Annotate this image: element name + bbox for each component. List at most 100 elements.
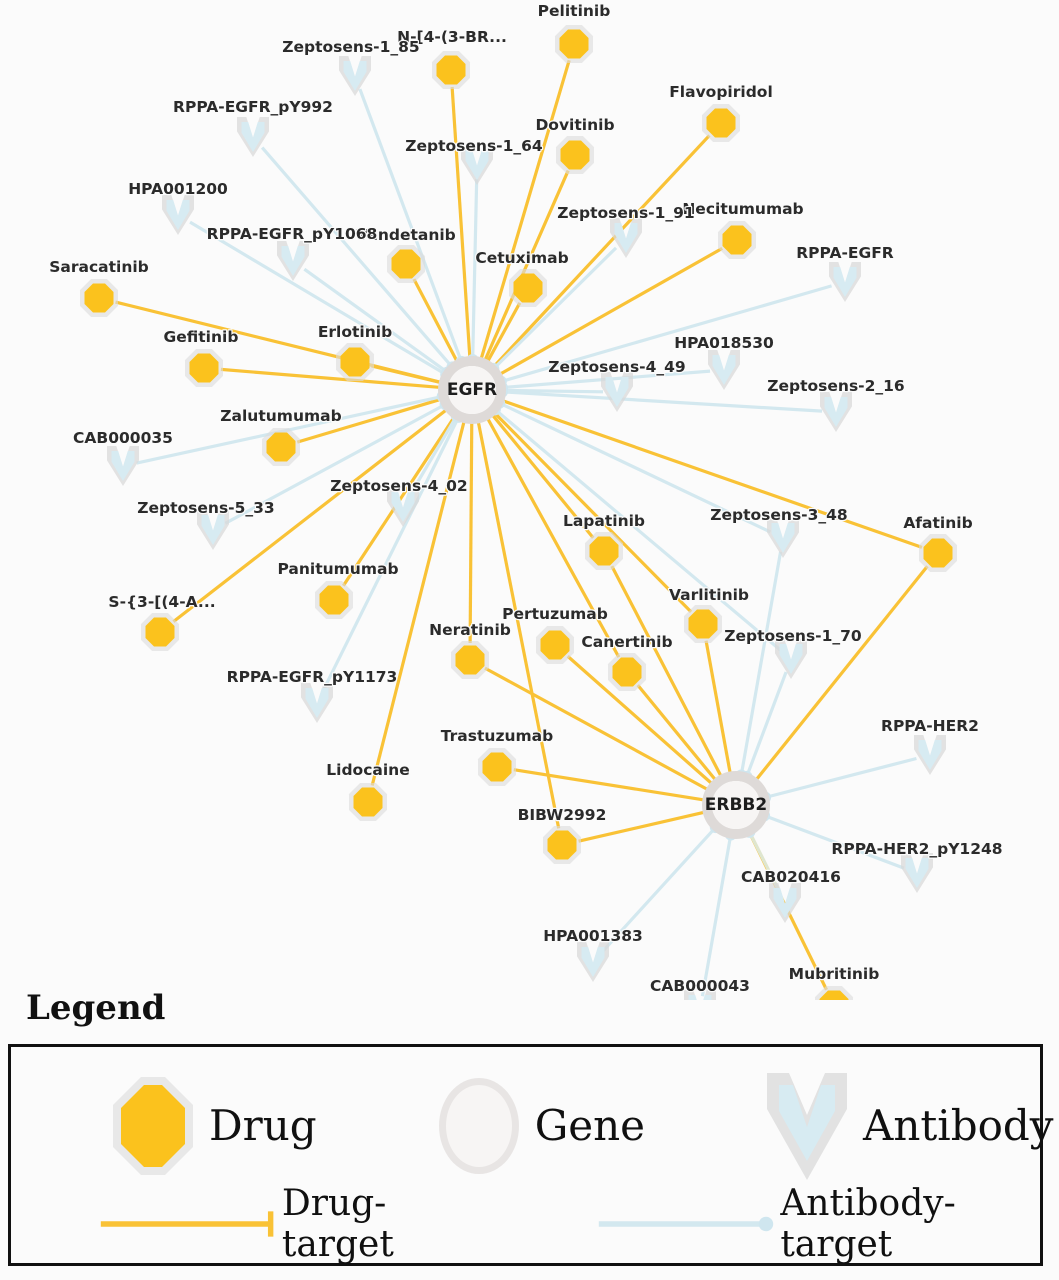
drug-node[interactable]: [80, 279, 118, 317]
drug-node-label: Saracatinib: [49, 258, 149, 276]
antibody-node[interactable]: [387, 487, 419, 527]
drug-node-label: Cetuximab: [475, 249, 568, 267]
edge-antibody-target: [189, 220, 448, 377]
gene-node-label: EGFR: [447, 380, 497, 400]
edge-drug-target: [476, 419, 561, 829]
legend-item-drug: Drug: [107, 1071, 317, 1181]
drug-node[interactable]: [262, 428, 300, 466]
drug-node[interactable]: [141, 613, 179, 651]
edge-drug-target: [172, 407, 450, 623]
legend-item-antibody: Antibody: [761, 1069, 1053, 1184]
edge-drug-target: [220, 367, 443, 390]
edge-antibody-target: [747, 831, 781, 892]
edge-drug-target: [513, 768, 707, 802]
antibody-node-label: Zeptosens-1_64: [405, 137, 543, 155]
antibody-node[interactable]: [162, 195, 194, 235]
drug-node[interactable]: [543, 826, 581, 864]
drug-node[interactable]: [585, 532, 623, 570]
drug-node[interactable]: [478, 748, 516, 786]
antibody-node[interactable]: [901, 853, 933, 893]
gene-node[interactable]: [702, 771, 770, 839]
drug-node-label: Vandetanib: [356, 226, 456, 244]
antibody-node-label: Zeptosens-2_16: [767, 377, 904, 395]
antibody-node[interactable]: [829, 262, 861, 302]
edge-drug-target: [489, 412, 595, 539]
drug-node[interactable]: [349, 783, 387, 821]
legend-label-antibody-target: Antibody-target: [780, 1183, 956, 1265]
gene-node[interactable]: [438, 356, 506, 424]
antibody-node-label: RPPA-HER2_pY1248: [831, 840, 1002, 858]
antibody-node-label: HPA018530: [674, 334, 774, 352]
edge-drug-target: [484, 666, 711, 793]
drug-node[interactable]: [556, 136, 594, 174]
antibody-node[interactable]: [914, 735, 946, 775]
drug-node-label: BIBW2992: [518, 806, 607, 824]
edge-antibody-target: [471, 178, 479, 361]
edge-drug-target: [491, 134, 711, 370]
edge-drug-target: [704, 640, 733, 776]
drug-node[interactable]: [185, 349, 223, 387]
drug-node-label: Canertinib: [581, 633, 672, 651]
drug-node[interactable]: [718, 221, 756, 259]
antibody-node[interactable]: [601, 372, 633, 412]
antibody-node-label: RPPA-EGFR: [796, 244, 894, 262]
antibody-node[interactable]: [708, 350, 740, 390]
edge-antibody-target: [498, 401, 772, 534]
antibody-node[interactable]: [820, 392, 852, 432]
drug-node[interactable]: [451, 641, 489, 679]
drug-node[interactable]: [555, 25, 593, 63]
gene-node-label: ERBB2: [705, 795, 767, 815]
drug-node-label: Trastuzumab: [441, 727, 553, 745]
antibody-node-label: Zeptosens-1_85: [282, 38, 419, 56]
edge-drug-target: [485, 302, 522, 365]
edge-drug-target: [482, 169, 570, 364]
drug-node-label: Erlotinib: [318, 323, 392, 341]
edge-drug-target: [566, 655, 715, 787]
antibody-node[interactable]: [277, 241, 309, 281]
drug-node[interactable]: [509, 269, 547, 307]
antibody-node[interactable]: [684, 990, 716, 1000]
drug-node[interactable]: [702, 104, 740, 142]
antibody-node-label: Zeptosens-5_33: [137, 499, 274, 517]
legend: Legend Drug Gene: [0, 988, 1059, 1280]
antibody-node[interactable]: [767, 518, 799, 558]
edge-drug-target: [412, 278, 460, 365]
drug-node[interactable]: [608, 653, 646, 691]
legend-shapes-row: Drug Gene Antibody: [11, 1067, 1053, 1185]
edge-antibody-target: [763, 814, 905, 870]
drug-node[interactable]: [336, 343, 374, 381]
network-graph: Pelitinib N-[4-(3-BR... Flavopiridol Doviti…: [48, 1, 1004, 1000]
edge-drug-target: [371, 364, 444, 385]
drug-node[interactable]: [387, 245, 425, 283]
drug-node[interactable]: [684, 605, 722, 643]
antibody-node[interactable]: [769, 883, 801, 923]
antibody-node[interactable]: [461, 145, 493, 185]
drug-node[interactable]: [536, 626, 574, 664]
antibody-node-label: RPPA-EGFR_pY992: [173, 98, 333, 116]
antibody-node[interactable]: [610, 218, 642, 258]
labels-layer: Pelitinib N-[4-(3-BR... Flavopiridol Doviti…: [48, 1, 1004, 996]
drug-node[interactable]: [815, 986, 853, 1000]
edge-antibody-target: [500, 284, 832, 384]
antibody-node[interactable]: [775, 639, 807, 679]
edge-antibody-target: [303, 267, 449, 374]
drug-node[interactable]: [315, 581, 353, 619]
gene-icon: [438, 1078, 519, 1174]
edge-drug-target: [636, 684, 719, 783]
antibody-node-label: CAB000035: [73, 429, 173, 447]
antibody-node-label: Zeptosens-1_91: [557, 204, 694, 222]
legend-item-drug-target: Drug-target: [99, 1183, 477, 1265]
legend-title: Legend: [26, 988, 166, 1028]
antibody-node[interactable]: [197, 510, 229, 550]
drug-node-label: Varlitinib: [669, 586, 749, 604]
edge-drug-target: [370, 418, 467, 786]
antibody-node[interactable]: [339, 56, 371, 96]
edge-drug-target: [485, 415, 621, 658]
drug-node[interactable]: [432, 51, 470, 89]
drug-node[interactable]: [919, 534, 957, 572]
antibody-node[interactable]: [577, 942, 609, 982]
antibody-node[interactable]: [107, 446, 139, 486]
edge-antibody-target: [700, 834, 733, 997]
antibody-node[interactable]: [237, 117, 269, 157]
antibody-node[interactable]: [301, 683, 333, 723]
